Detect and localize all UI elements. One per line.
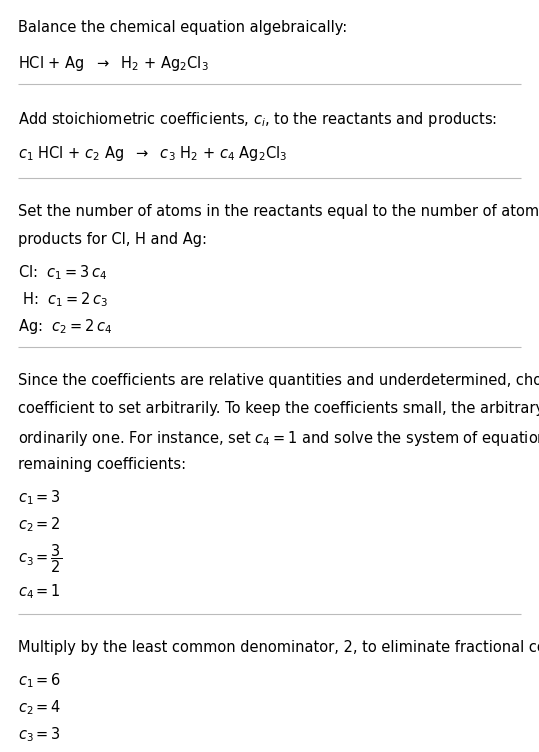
Text: $c_3 = \dfrac{3}{2}$: $c_3 = \dfrac{3}{2}$ — [18, 542, 63, 575]
Text: ordinarily one. For instance, set $c_4 = 1$ and solve the system of equations fo: ordinarily one. For instance, set $c_4 =… — [18, 429, 539, 448]
Text: $c_2 = 2$: $c_2 = 2$ — [18, 515, 61, 534]
Text: $c_1 = 3$: $c_1 = 3$ — [18, 488, 61, 507]
Text: Add stoichiometric coefficients, $c_i$, to the reactants and products:: Add stoichiometric coefficients, $c_i$, … — [18, 110, 497, 129]
Text: Multiply by the least common denominator, 2, to eliminate fractional coefficient: Multiply by the least common denominator… — [18, 640, 539, 655]
Text: $c_4 = 1$: $c_4 = 1$ — [18, 582, 61, 601]
Text: $c_1 = 6$: $c_1 = 6$ — [18, 671, 61, 690]
Text: products for Cl, H and Ag:: products for Cl, H and Ag: — [18, 232, 207, 247]
Text: remaining coefficients:: remaining coefficients: — [18, 457, 186, 472]
Text: HCl + Ag  $\rightarrow$  H$_2$ + Ag$_2$Cl$_3$: HCl + Ag $\rightarrow$ H$_2$ + Ag$_2$Cl$… — [18, 54, 209, 73]
Text: $c_3 = 3$: $c_3 = 3$ — [18, 725, 61, 744]
Text: Ag:  $c_2 = 2\,c_4$: Ag: $c_2 = 2\,c_4$ — [18, 317, 112, 336]
Text: $c_2 = 4$: $c_2 = 4$ — [18, 698, 61, 717]
Text: Cl:  $c_1 = 3\,c_4$: Cl: $c_1 = 3\,c_4$ — [18, 263, 107, 282]
Text: $c_1$ HCl + $c_2$ Ag  $\rightarrow$  $c_3$ H$_2$ + $c_4$ Ag$_2$Cl$_3$: $c_1$ HCl + $c_2$ Ag $\rightarrow$ $c_3$… — [18, 144, 287, 163]
Text: Set the number of atoms in the reactants equal to the number of atoms in the: Set the number of atoms in the reactants… — [18, 204, 539, 219]
Text: coefficient to set arbitrarily. To keep the coefficients small, the arbitrary va: coefficient to set arbitrarily. To keep … — [18, 401, 539, 416]
Text: H:  $c_1 = 2\,c_3$: H: $c_1 = 2\,c_3$ — [18, 290, 108, 309]
Text: Since the coefficients are relative quantities and underdetermined, choose a: Since the coefficients are relative quan… — [18, 373, 539, 388]
Text: Balance the chemical equation algebraically:: Balance the chemical equation algebraica… — [18, 20, 347, 35]
